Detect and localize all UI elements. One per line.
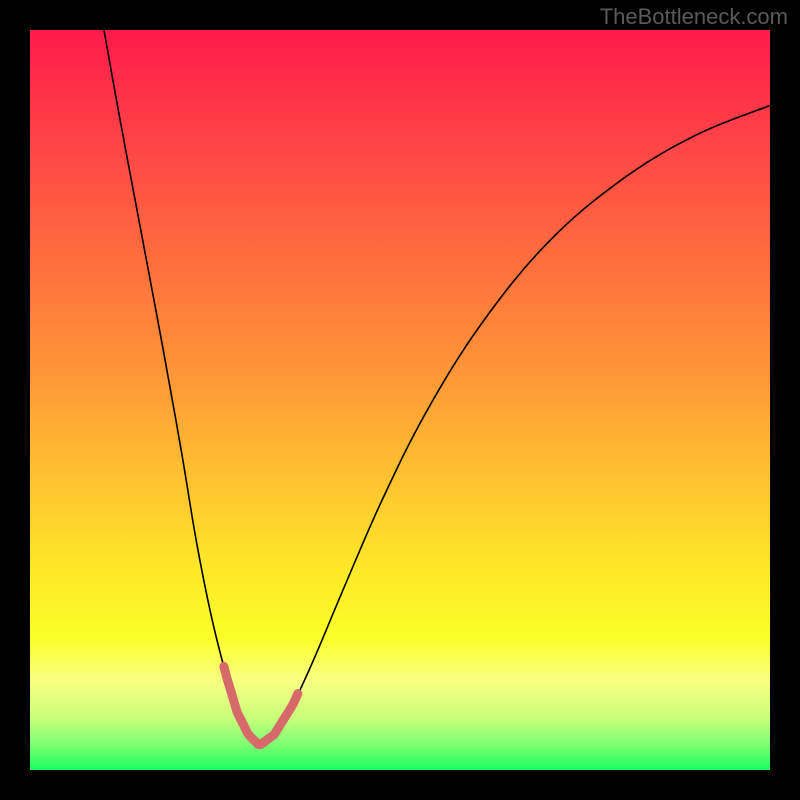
- watermark-text: TheBottleneck.com: [600, 4, 788, 30]
- bottleneck-chart: [0, 0, 800, 800]
- chart-container: TheBottleneck.com: [0, 0, 800, 800]
- plot-background: [30, 30, 770, 770]
